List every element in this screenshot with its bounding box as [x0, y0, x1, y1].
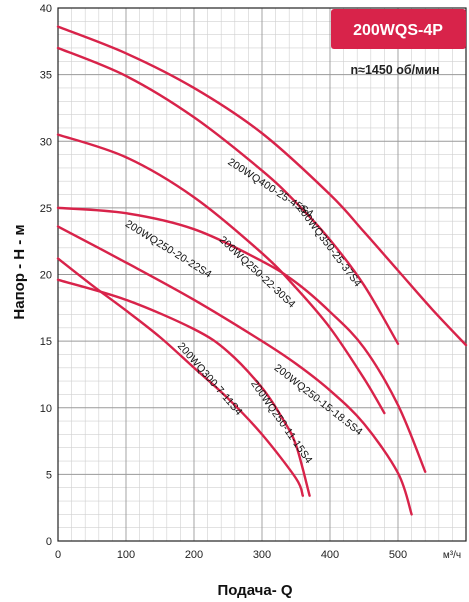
title-badge: 200WQS-4P: [331, 9, 466, 49]
y-tick-label: 10: [40, 403, 52, 415]
curve-label-6: 200WQ300-7-11S4: [175, 340, 245, 418]
series-curve-4: [56, 206, 427, 473]
y-tick-label: 15: [40, 336, 52, 348]
chart-title: 200WQS-4P: [353, 22, 443, 39]
curve-label-4: 200WQ250-20-22S4: [123, 218, 214, 281]
y-tick-label: 35: [40, 70, 52, 82]
x-tick-label: 200: [185, 549, 203, 561]
y-axis-label: Напор - Н - м: [11, 224, 28, 319]
x-tick-label: 100: [117, 549, 135, 561]
y-tick-label: 25: [40, 203, 52, 215]
x-tick-label: 300: [253, 549, 271, 561]
x-axis-label: Подача- Q: [217, 582, 292, 599]
series-curve-1: [56, 25, 468, 347]
y-tick-label: 40: [40, 3, 52, 15]
series-curve-7: [56, 278, 311, 497]
curve-label-2: 200WQ350-25-37S4: [294, 203, 363, 290]
x-axis-unit: м³/ч: [443, 550, 461, 561]
series-curves: [56, 25, 468, 516]
y-tick-label: 20: [40, 270, 52, 282]
y-tick-label: 0: [46, 536, 52, 548]
series-curve-5: [56, 225, 413, 516]
x-tick-label: 0: [55, 549, 61, 561]
x-tick-label: 400: [321, 549, 339, 561]
series-curve-2: [56, 46, 400, 345]
grid: [58, 8, 466, 541]
title-badge-background: [331, 9, 466, 49]
curve-label-3: 200WQ250-22-30S4: [217, 234, 298, 311]
speed-label: n≈1450 об/мин: [350, 63, 439, 77]
y-tick-label: 5: [46, 469, 52, 481]
y-tick-label: 30: [40, 136, 52, 148]
series-curve-3: [56, 133, 386, 415]
x-tick-label: 500: [389, 549, 407, 561]
plot-frame: [57, 7, 467, 542]
